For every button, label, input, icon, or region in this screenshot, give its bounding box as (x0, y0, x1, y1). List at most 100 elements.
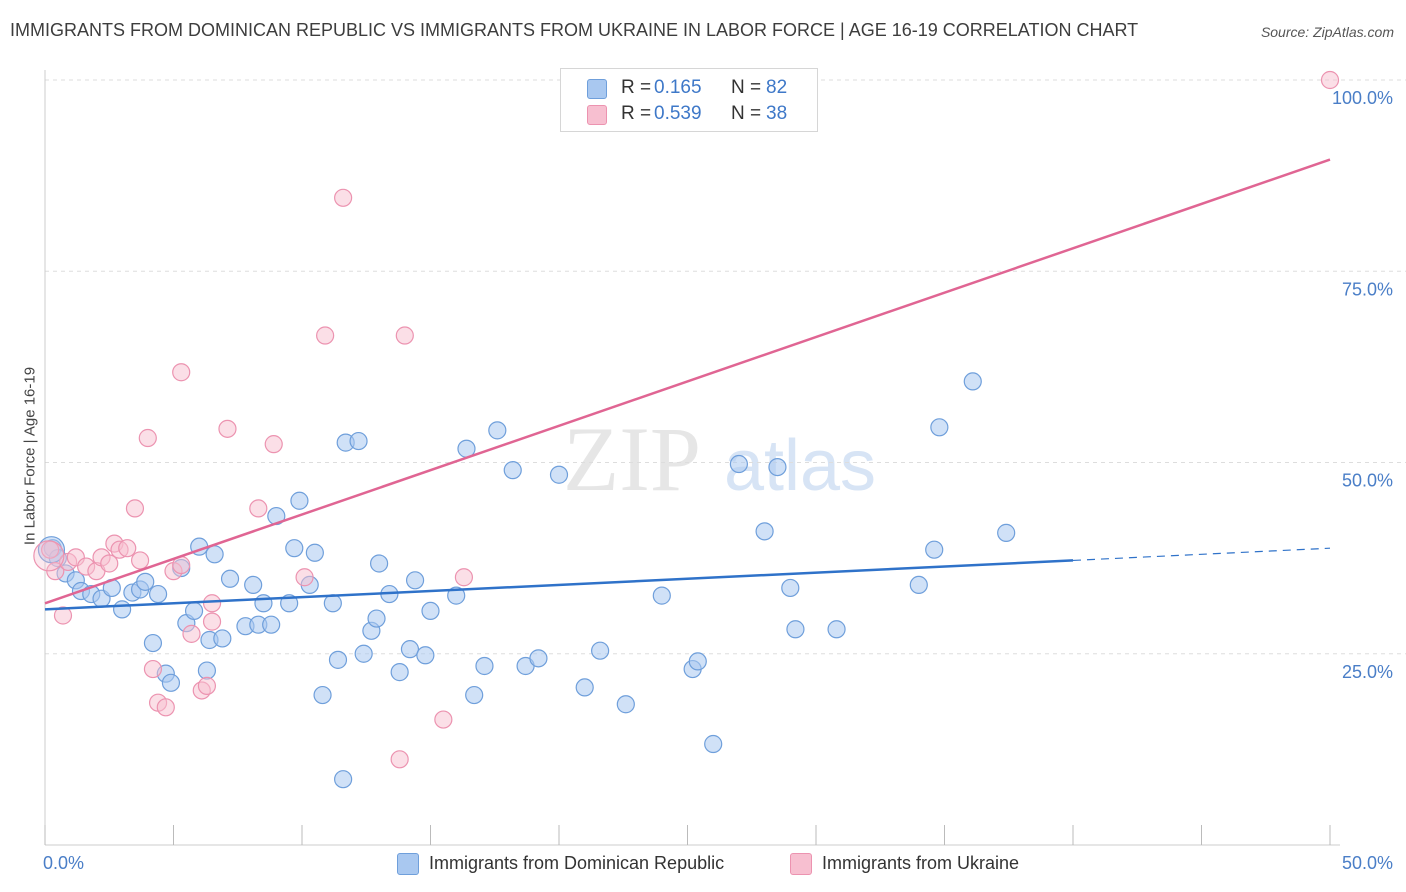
axes (44, 70, 1340, 846)
point-ukraine (182, 624, 201, 643)
point-dominican (143, 633, 163, 653)
point-dominican (781, 578, 800, 598)
point-dominican (112, 600, 132, 619)
bottom-legend-label-dominican: Immigrants from Dominican Republic (429, 853, 725, 873)
point-dominican (213, 629, 232, 648)
point-dominican (354, 644, 373, 663)
point-ukraine (138, 428, 157, 448)
point-dominican (503, 461, 522, 480)
legend-row-dominican: R = 0.165 N = 82 (561, 76, 817, 100)
correlation-legend: R = 0.165 N = 82 R = 0.539 N = 38 (560, 68, 818, 132)
legend-row-ukraine: R = 0.539 N = 38 (561, 102, 817, 126)
point-dominican (963, 372, 982, 391)
point-dominican (205, 545, 224, 564)
point-ukraine (395, 326, 414, 345)
point-dominican (909, 575, 928, 595)
point-dominican (997, 523, 1016, 542)
point-dominican (447, 586, 466, 605)
point-dominican (475, 656, 494, 676)
point-ukraine (130, 551, 150, 570)
point-dominican (390, 663, 409, 682)
point-dominican (768, 457, 787, 477)
point-ukraine (202, 594, 222, 613)
point-dominican (285, 539, 304, 558)
trend-line-dominican (44, 559, 1074, 611)
point-dominican (421, 601, 440, 621)
trend-lines (44, 158, 1331, 611)
chart-title: IMMIGRANTS FROM DOMINICAN REPUBLIC VS IM… (10, 20, 1139, 40)
point-dominican (220, 569, 240, 588)
point-dominican (349, 431, 368, 451)
point-ukraine (100, 554, 119, 573)
point-dominican (827, 620, 846, 639)
legend-r-label: R = (621, 103, 652, 124)
point-dominican (254, 594, 273, 613)
watermark-atlas: atlas (724, 426, 876, 506)
point-ukraine (218, 419, 237, 438)
legend-n-value: 38 (766, 103, 788, 124)
y-tick-label: 25.0% (1342, 662, 1393, 682)
series-ukraine-points (33, 70, 1340, 769)
point-dominican (488, 421, 507, 440)
point-dominican (313, 685, 332, 705)
x-tick-label: 0.0% (43, 853, 84, 873)
point-dominican (465, 685, 484, 705)
point-dominican (290, 491, 309, 510)
point-dominican (755, 522, 774, 541)
point-dominican (323, 594, 342, 613)
point-dominican (575, 678, 594, 697)
watermark-zip: ZIP (563, 408, 701, 510)
bottom-legend-swatch-dominican (397, 853, 419, 875)
point-dominican (786, 620, 805, 639)
trend-line-ukraine (44, 158, 1331, 605)
point-dominican (704, 734, 723, 754)
point-dominican (136, 572, 155, 591)
point-ukraine (202, 612, 222, 631)
y-tick-label: 100.0% (1332, 88, 1393, 108)
bottom-legend-label-ukraine: Immigrants from Ukraine (822, 853, 1020, 873)
legend-r-label: R = (621, 77, 652, 98)
point-dominican (244, 575, 263, 595)
point-dominican (148, 584, 168, 604)
point-ukraine-cluster (33, 540, 65, 572)
point-ukraine (390, 750, 409, 769)
point-dominican (652, 586, 671, 605)
legend-r-value: 0.539 (654, 103, 702, 124)
point-ukraine (172, 363, 191, 382)
point-dominican (400, 640, 420, 659)
point-ukraine (334, 188, 353, 207)
watermark: ZIP atlas (563, 408, 876, 510)
point-ukraine (125, 499, 145, 518)
legend-swatch-ukraine (587, 105, 607, 125)
point-dominican (334, 770, 353, 789)
point-dominican (688, 652, 707, 671)
point-ukraine (264, 435, 283, 454)
point-dominican (197, 661, 217, 680)
bottom-legend-swatch-ukraine (790, 853, 812, 875)
point-dominican (416, 646, 435, 665)
point-dominican (370, 554, 389, 573)
source-label: Source: ZipAtlas.com (1260, 24, 1394, 40)
point-dominican (729, 454, 749, 474)
point-dominican (529, 649, 548, 668)
y-tick-label: 50.0% (1342, 471, 1393, 491)
trend-line-dominican-extension (1072, 547, 1331, 562)
point-ukraine (53, 606, 73, 625)
point-ukraine (118, 539, 137, 558)
legend-n-label: N = (731, 103, 762, 124)
point-ukraine (143, 659, 163, 679)
point-dominican (925, 540, 944, 559)
point-ukraine (454, 568, 474, 587)
point-dominican (305, 543, 324, 562)
point-ukraine (156, 698, 175, 717)
point-dominican (262, 615, 281, 634)
point-ukraine (316, 326, 335, 345)
point-dominican (930, 418, 949, 437)
point-ukraine (295, 568, 314, 587)
point-dominican (161, 673, 181, 692)
legend-r-value: 0.165 (654, 77, 702, 98)
point-ukraine (197, 676, 217, 695)
y-tick-label: 75.0% (1342, 279, 1393, 299)
point-dominican (328, 650, 348, 669)
